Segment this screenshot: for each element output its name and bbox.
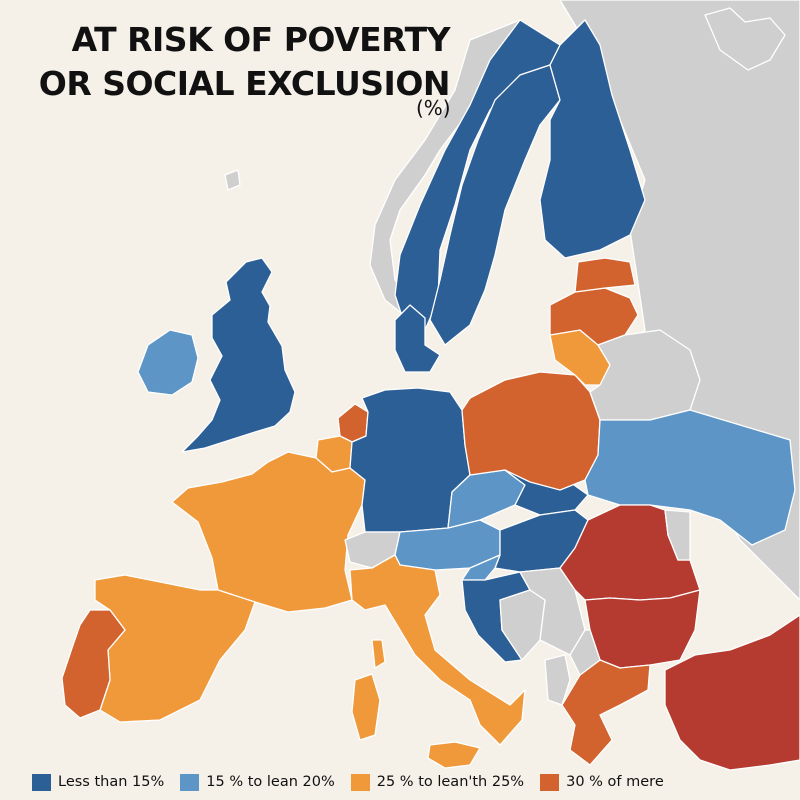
map-title: AT RISK OF POVERTY OR SOCIAL EXCLUSION	[38, 18, 451, 106]
region-poland	[461, 371, 601, 491]
region-ireland	[137, 329, 199, 396]
title-line-1: AT RISK OF POVERTY	[71, 20, 451, 59]
country-regions	[61, 19, 800, 771]
legend-label: 25 % to lean'th 25%	[376, 774, 525, 790]
region-italy	[349, 554, 526, 746]
svalbard-land	[704, 7, 786, 71]
region-sardinia	[351, 673, 381, 741]
legend-swatch	[32, 773, 51, 791]
region-turkey	[664, 614, 800, 771]
title-line-2: OR SOCIAL EXCLUSION	[38, 64, 451, 103]
scotland-islands-land	[224, 169, 241, 191]
legend-label: Less than 15%	[58, 774, 165, 790]
region-portugal	[61, 609, 126, 719]
legend-swatch	[540, 773, 560, 791]
region-sweden	[429, 64, 561, 346]
region-finland	[539, 19, 646, 259]
legend-item: Less than 15%	[32, 773, 165, 791]
legend-item: 25 % to lean'th 25%	[350, 773, 525, 791]
region-france	[171, 451, 366, 613]
region-north-macedonia	[569, 629, 601, 676]
region-spain	[94, 574, 256, 723]
region-bulgaria	[584, 589, 701, 669]
legend-swatch	[350, 773, 370, 791]
unit-label: (%)	[416, 96, 451, 120]
legend: Less than 15% 15 % to lean 20% 25 % to l…	[32, 770, 762, 794]
region-slovenia	[461, 554, 501, 581]
region-albania	[544, 654, 571, 706]
region-moldova	[664, 509, 691, 561]
region-denmark	[394, 304, 441, 373]
region-romania	[559, 504, 701, 601]
legend-item: 30 % of mere	[540, 773, 664, 791]
region-netherlands	[337, 403, 369, 443]
legend-label: 30 % of mere	[566, 774, 664, 790]
region-estonia	[574, 257, 636, 293]
region-united-kingdom	[181, 257, 296, 453]
legend-label: 15 % to lean 20%	[206, 774, 335, 790]
legend-swatch	[180, 773, 200, 791]
region-greece	[561, 659, 651, 766]
region-sicily	[427, 741, 481, 769]
region-corsica	[371, 639, 386, 669]
region-ukraine	[584, 409, 796, 546]
legend-item: 15 % to lean 20%	[180, 773, 335, 791]
